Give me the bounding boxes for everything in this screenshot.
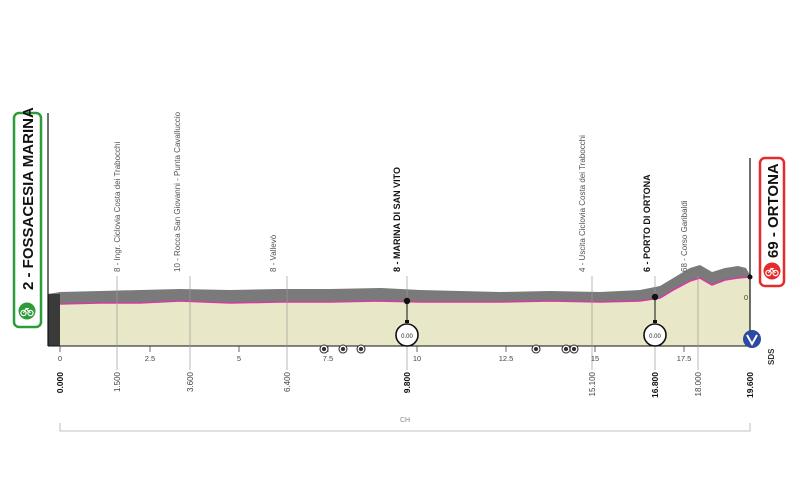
- checkpoint-1: 0.00: [395, 297, 419, 347]
- finish-bike-icon: [763, 262, 781, 280]
- sds-logo-icon: SDS: [743, 330, 776, 365]
- axis-tick-0: 0: [58, 354, 62, 363]
- cobble-icon: [531, 344, 541, 354]
- axis-tick-4: 10: [413, 354, 421, 363]
- axis-tick-5: 12.5: [499, 354, 514, 363]
- start-badge: 2 - FOSSACESIA MARINA: [12, 107, 43, 329]
- km-waypoint-3: 6.400: [283, 371, 292, 392]
- cobble-icon: [319, 344, 329, 354]
- waypoint-label-5: 4 - Uscita Ciclovia Costa dei Trabocchi: [578, 135, 587, 272]
- cobble-icons: [319, 344, 579, 354]
- start-wall: [48, 294, 60, 346]
- region-label: CH: [400, 417, 410, 424]
- checkpoint-2: 0.00: [643, 293, 667, 347]
- start-label: 2 - FOSSACESIA MARINA: [20, 107, 37, 290]
- km-start: 0.000: [55, 372, 65, 394]
- cobble-icon: [569, 344, 579, 354]
- waypoint-label-7: 68 - Corso Garibaldi: [680, 200, 689, 272]
- waypoint-names: 8 - Ingr. Ciclovia Costa dei Trabocchi 1…: [113, 111, 689, 272]
- km-finish: 19.600: [745, 372, 755, 398]
- elevation-profile: [47, 113, 753, 347]
- profile-terrain: [48, 265, 750, 304]
- finish-label: 69 - ORTONA: [765, 163, 782, 258]
- waypoint-label-1: 8 - Ingr. Ciclovia Costa dei Trabocchi: [113, 141, 122, 272]
- axis-tick-2: 5: [237, 354, 241, 363]
- bike-icon: [18, 302, 36, 320]
- km-waypoint-5: 15.100: [588, 371, 597, 396]
- km-waypoint-2: 3.600: [186, 371, 195, 392]
- cobble-icon: [356, 344, 366, 354]
- waypoint-label-2: 10 - Rocca San Giovanni - Punta Cavalluc…: [173, 111, 182, 272]
- axis-tick-1: 2.5: [145, 354, 155, 363]
- km-waypoint-6: 16.800: [650, 372, 660, 398]
- cobble-icon: [561, 344, 571, 354]
- checkpoint-1-time: 0.00: [401, 334, 413, 340]
- km-waypoint-4: 9.800: [402, 372, 412, 394]
- sponsor-label: SDS: [767, 348, 776, 365]
- km-labels: 0.000 1.500 3.600 6.400 9.800 15.100 16.…: [55, 371, 755, 398]
- zero-marker: 0: [744, 293, 748, 302]
- waypoint-label-6: 6 - PORTO DI ORTONA: [642, 174, 652, 272]
- waypoint-lines: [116, 276, 699, 370]
- km-waypoint-1: 1.500: [113, 371, 122, 392]
- cobble-icon: [338, 344, 348, 354]
- stopwatch-icon: [395, 320, 419, 347]
- axis-tick-7: 17.5: [677, 354, 692, 363]
- checkpoint-2-time: 0.00: [649, 334, 661, 340]
- finish-badge: 69 - ORTONA: [758, 156, 786, 288]
- km-waypoint-7: 18.000: [694, 371, 703, 396]
- stopwatch-icon: [643, 320, 667, 347]
- route-line: [59, 276, 751, 305]
- waypoint-label-4: 8 - MARINA DI SAN VITO: [392, 167, 402, 272]
- axis-tick-3: 7.5: [323, 354, 333, 363]
- profile-fill: [60, 277, 750, 346]
- distance-axis: 0 2.5 5 7.5 10 12.5 15 17.5: [58, 346, 691, 363]
- axis-tick-6: 15: [591, 354, 599, 363]
- waypoint-label-3: 8 - Vallevò: [269, 234, 278, 272]
- region-bracket: CH: [59, 417, 751, 432]
